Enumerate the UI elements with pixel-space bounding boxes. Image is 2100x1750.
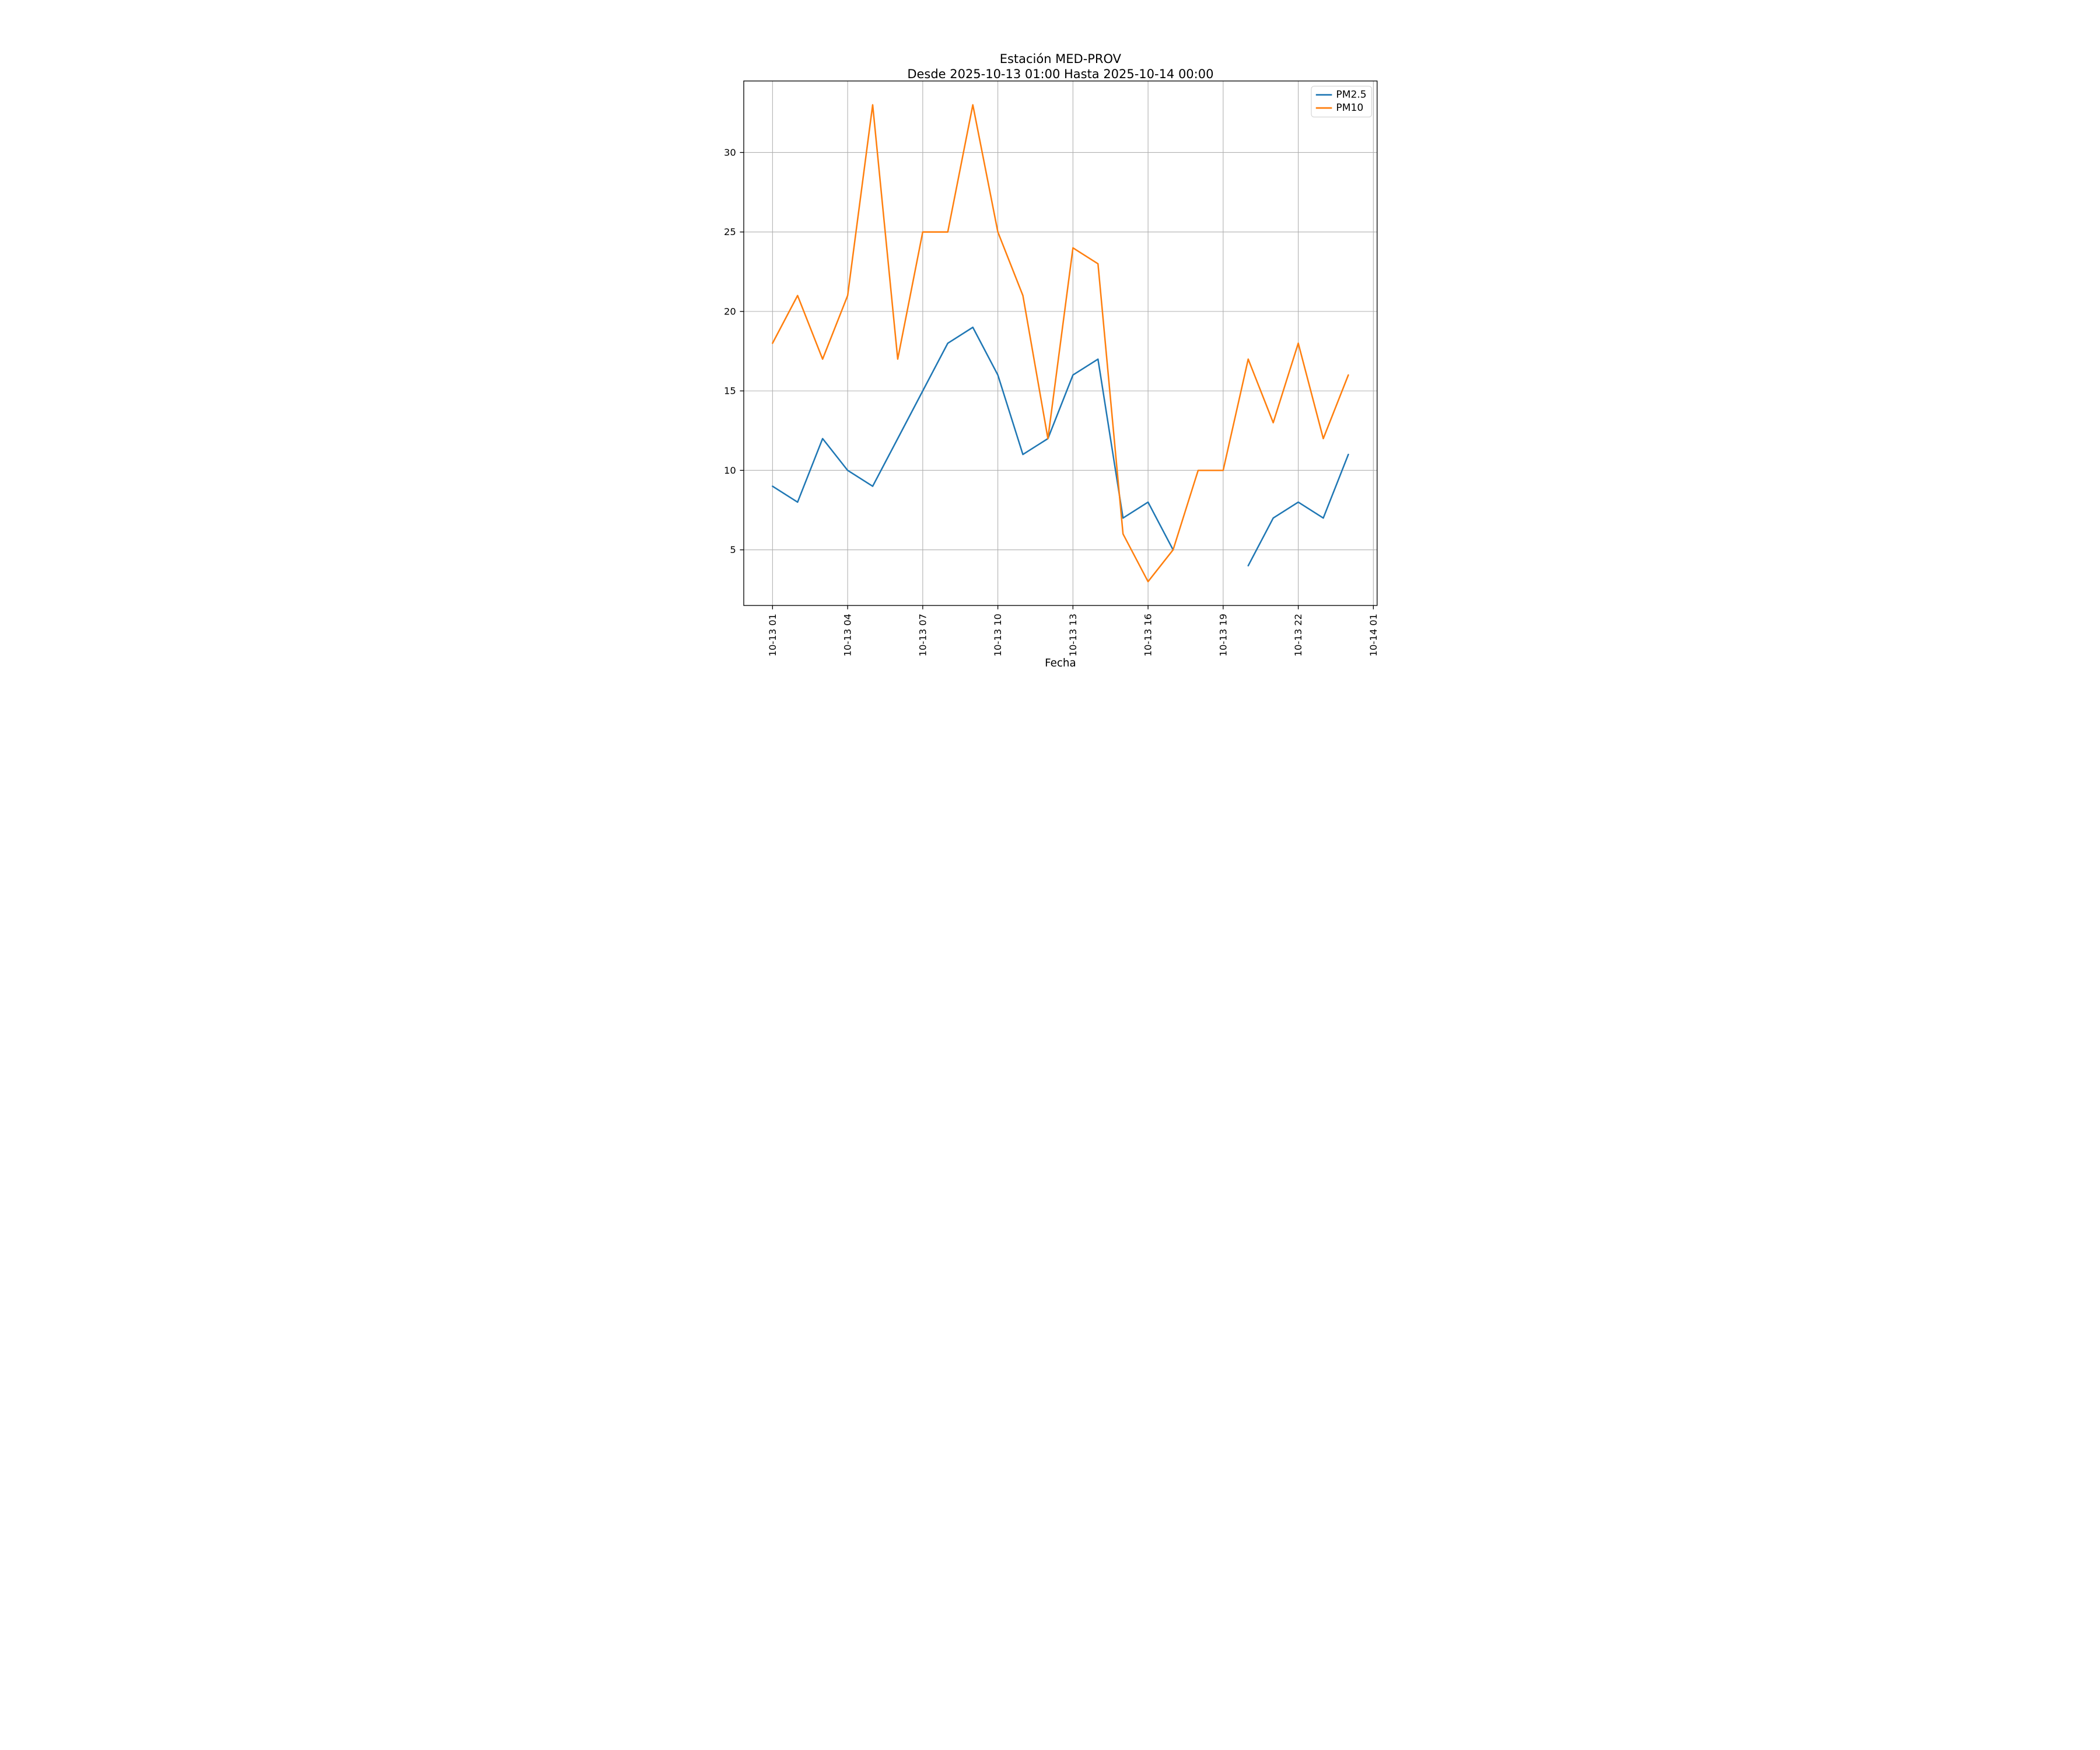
x-tick-label: 10-13 16 (1143, 614, 1154, 656)
legend-label-pm25: PM2.5 (1336, 89, 1366, 101)
x-tick-label: 10-13 13 (1068, 614, 1079, 656)
y-tick-label: 25 (724, 226, 736, 237)
y-tick-label: 20 (724, 306, 736, 317)
legend: PM2.5 PM10 (1311, 86, 1372, 118)
axes-layer: 10-13 01 10-13 04 10-13 07 10-13 10 10-13 13… (724, 80, 1379, 656)
x-tick-label: 10-13 04 (842, 614, 853, 656)
chart-title: Estación MED-PROV (1000, 52, 1122, 66)
y-tick-label: 5 (730, 544, 736, 555)
series-line-pm25 (772, 326, 1349, 567)
legend-box (1311, 86, 1372, 118)
plot-border (743, 80, 1378, 606)
line-chart: 10-13 01 10-13 04 10-13 07 10-13 10 10-13 13… (642, 0, 1458, 681)
y-tick-label: 10 (724, 465, 736, 476)
x-axis-label: Fecha (1045, 657, 1076, 670)
figure: 10-13 01 10-13 04 10-13 07 10-13 10 10-13 13… (642, 0, 1458, 681)
x-tick-label: 10-13 01 (767, 614, 778, 656)
series-layer (772, 104, 1349, 583)
y-tick-label: 15 (724, 386, 736, 397)
x-tick-label: 10-13 19 (1217, 614, 1228, 656)
chart-subtitle: Desde 2025-10-13 01:00 Hasta 2025-10-14 … (907, 67, 1213, 81)
x-tick-label: 10-14 01 (1368, 614, 1379, 656)
series-line-pm10 (772, 104, 1349, 583)
x-tick-label: 10-13 22 (1293, 614, 1304, 656)
grid-layer (744, 80, 1377, 606)
x-tick-label: 10-13 07 (917, 614, 928, 656)
x-tick-label: 10-13 10 (992, 614, 1003, 656)
legend-label-pm10: PM10 (1336, 102, 1363, 114)
y-tick-label: 30 (724, 147, 736, 158)
